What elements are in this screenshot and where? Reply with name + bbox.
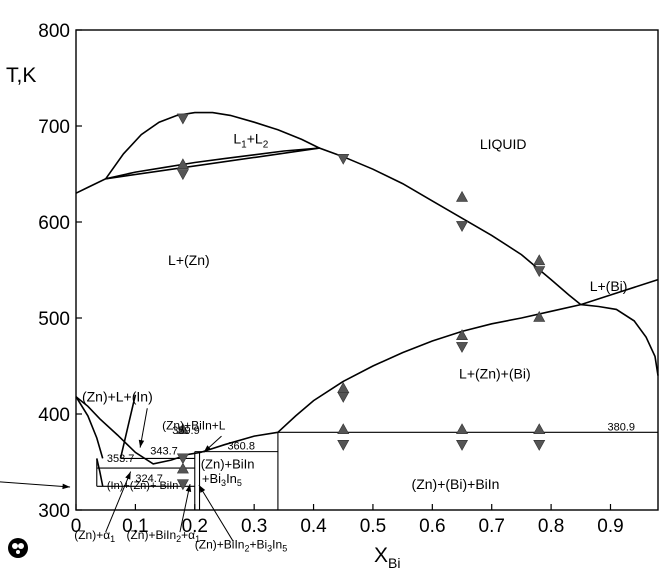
annotation-label: (Zn)+L+(In) [82, 389, 153, 405]
x-tick-label: 0.6 [419, 516, 445, 537]
annotation-arrow [105, 471, 132, 533]
marker-up [176, 423, 189, 435]
annotation-label: (Zn)+BiIn2+α1 [126, 528, 200, 544]
arrow-head [138, 439, 145, 448]
marker-down [456, 221, 469, 232]
marker-up [176, 158, 189, 170]
marker-up [456, 190, 469, 202]
x-axis-title-main: X [374, 544, 388, 567]
marker-down [176, 169, 189, 181]
boundary-solvus-2 [96, 458, 104, 487]
marker-down [533, 440, 546, 451]
invariant-temperature-label: 353.7 [107, 453, 135, 465]
region-label: (Zn)+(Bi)+BiIn [412, 476, 500, 492]
phase-boundaries [75, 111, 659, 510]
y-tick-label: 400 [38, 405, 70, 426]
x-axis-title: XBi [374, 544, 400, 571]
region-labels: L1+L2 LIQUID L+(Zn) L+(Bi) L+(Zn)+(Bi) (Zn)+(… [0, 130, 635, 553]
arrow-head [62, 483, 71, 490]
annotation-label: (Zn)+α1 [74, 528, 115, 544]
x-tick-label: 0.8 [538, 516, 564, 537]
invariant-temperature-label: 360.8 [227, 441, 255, 453]
marker-up [456, 423, 469, 435]
y-tick-label: 300 [38, 501, 70, 522]
annotation-arrow [0, 481, 71, 488]
annotation-label: (Zn)+BiIn [201, 457, 255, 472]
y-tick-label: 700 [38, 117, 70, 138]
x-tick-label: 0.5 [360, 516, 386, 537]
marker-down [337, 440, 350, 451]
x-tick-label: 0.1 [122, 516, 148, 537]
x-tick-label: 0 [71, 516, 82, 537]
logo-icon [8, 538, 28, 558]
marker-down [337, 153, 350, 165]
marker-up [533, 423, 546, 435]
x-tick-label: 0.3 [241, 516, 267, 537]
boundary-liquidus [75, 147, 582, 306]
region-label: L1+L2 [233, 130, 268, 150]
y-tick-label: 600 [38, 213, 70, 234]
boundary-miscibility-dome [105, 111, 320, 180]
boundary-monotectic [105, 147, 320, 180]
region-label: L+(Zn)+(Bi) [459, 365, 531, 381]
boundary-in-rich-left-lower [75, 396, 104, 459]
arrow-head [203, 445, 212, 453]
boundary-zn-bi-eutectic-valley [277, 278, 659, 433]
region-label: L+(Bi) [590, 278, 628, 294]
x-tick-label: 0.9 [597, 516, 623, 537]
annotation-label: (Zn)+BiIn2+Bi3In5 [195, 537, 287, 553]
y-tick-label: 800 [38, 21, 70, 42]
invariant-temperature-label: 380.9 [608, 421, 636, 433]
x-tick-label: 0.2 [182, 516, 208, 537]
arrow-head [185, 484, 192, 492]
marker-down [337, 392, 350, 403]
plot-frame [75, 29, 659, 511]
marker-down [176, 479, 189, 491]
axis-ticks: 0 0.1 0.2 0.3 0.4 0.5 0.6 0.7 0.8 0.9 300 400 500 600… [38, 21, 623, 537]
annotation-label: (Zn)+BiIn+L [162, 418, 226, 432]
marker-up [176, 462, 189, 474]
x-axis-title-sub: Bi [388, 555, 400, 571]
region-label: L+(Zn) [168, 252, 210, 268]
boundary-in-rich-left-top [75, 396, 279, 465]
x-tick-label: 0.4 [300, 516, 327, 537]
marker-down [533, 266, 546, 278]
marker-up [337, 423, 350, 435]
marker-up [533, 254, 546, 266]
marker-down [456, 342, 469, 353]
x-tick-label: 0.7 [479, 516, 505, 537]
annotation-label: +Bi3In5 [202, 471, 242, 488]
region-label: LIQUID [480, 136, 527, 152]
boundary-solvus-1 [119, 394, 137, 459]
invariant-temperature-label: 324.7 [135, 473, 163, 485]
data-markers [176, 113, 546, 491]
marker-up [533, 310, 546, 322]
y-tick-label: 500 [38, 309, 70, 330]
boundary-bi-liquidus [580, 303, 659, 376]
marker-down [456, 440, 469, 451]
arrow-head [198, 485, 206, 493]
annotation-label: (In)+(Zn)+ BiIn [107, 480, 179, 492]
y-axis-title: T,K [6, 64, 36, 87]
marker-down [176, 113, 189, 125]
annotation-arrow [179, 483, 191, 533]
invariant-temperature-label: 359.9 [172, 425, 200, 437]
marker-down [176, 453, 189, 465]
annotation-arrow [198, 484, 234, 542]
marker-up [456, 329, 469, 340]
invariant-temperature-label: 343.7 [150, 445, 178, 457]
arrow-head [125, 471, 131, 480]
